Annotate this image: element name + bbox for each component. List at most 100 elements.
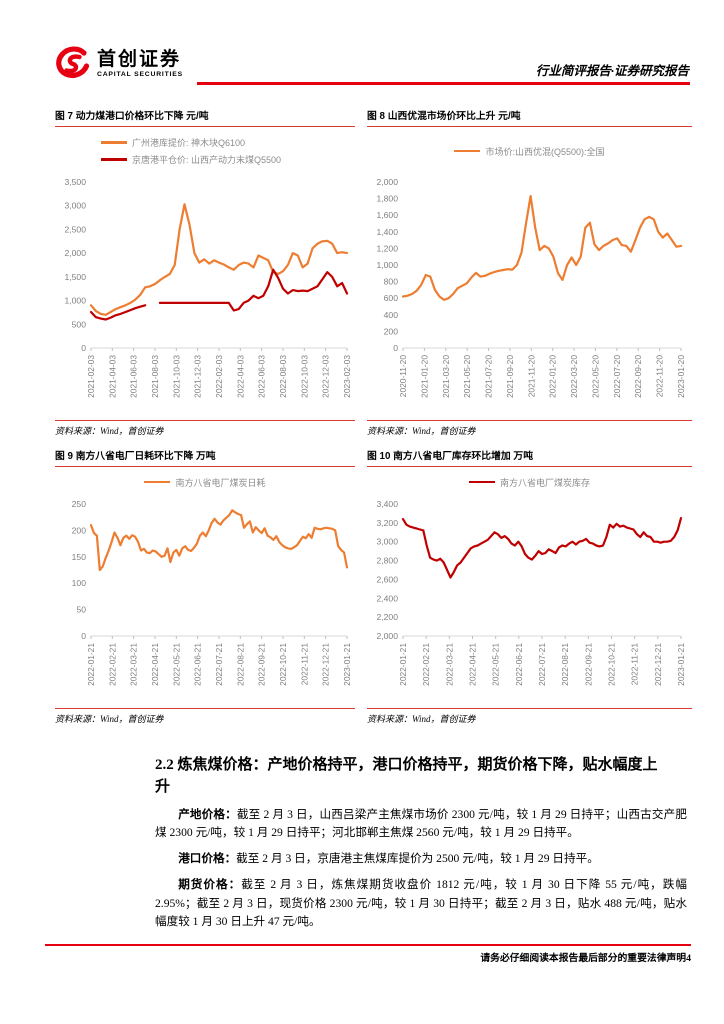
x-axis-tick-label: 2023-01-21 (342, 643, 352, 686)
x-axis-tick-label: 2022-11-21 (630, 643, 640, 686)
figure-7: 图 7 动力煤港口价格环比下降 元/吨 广州港库提价: 神木块Q6100 京唐港平… (55, 108, 355, 437)
legend-line-swatch (144, 480, 171, 484)
paragraph-lead: 港口价格： (178, 852, 237, 866)
legend-label: 广州港库提价: 神木块Q6100 (132, 138, 246, 148)
x-axis-tick-label: 2021-04-03 (107, 355, 117, 398)
y-axis-tick-label: 2,000 (64, 248, 86, 258)
logo-swoosh-icon (56, 46, 90, 79)
paragraph-port-price: 港口价格：截至 2 月 3 日，京唐港主焦煤库提价为 2500 元/吨，较 1 … (155, 850, 687, 869)
x-axis-tick-label: 2021-07-20 (484, 355, 494, 398)
paragraph-lead: 产地价格： (178, 807, 237, 821)
data-series-line (89, 268, 349, 321)
x-axis-tick-label: 2022-05-20 (590, 355, 600, 398)
legend-item: 南方八省电厂煤炭库存 (468, 476, 590, 489)
legend-line-swatch (101, 141, 127, 144)
y-axis-tick-label: 1,200 (376, 243, 398, 253)
data-series-line (401, 195, 683, 301)
page-header: 首创证券 CAPITAL SECURITIES 行业简评报告·证券研究报告 (55, 44, 690, 90)
figure-9-chart: 0 50 100 150 200 250 2022-01-21 2022-02-21 2022-… (72, 499, 352, 686)
x-axis-tick-label: 2021-05-20 (462, 355, 472, 398)
figure-8-title: 图 8 山西优混市场价环比上升 元/吨 (367, 111, 521, 122)
y-axis-tick-label: 3,200 (376, 518, 398, 528)
data-series-line (89, 509, 349, 572)
x-axis-tick-label: 2022-12-21 (321, 643, 331, 686)
figure-10-source: 资料来源：Wind，首创证券 (367, 714, 476, 724)
figure-10-legend: 南方八省电厂煤炭库存 (367, 467, 692, 497)
data-series-line (401, 517, 683, 579)
x-axis-tick-label: 2022-04-21 (468, 643, 478, 686)
section-heading: 2.2 炼焦煤价格：产地价格持平，港口价格持平，期货价格下降，贴水幅度上升 (155, 757, 658, 795)
x-axis-tick-label: 2022-10-03 (299, 355, 309, 398)
figure-9: 图 9 南方八省电厂日耗环比下降 万吨 南方八省电厂煤炭日耗 0 50 100 150… (55, 448, 355, 725)
logo-text: 首创证券 CAPITAL SECURITIES (97, 50, 183, 78)
legend-label: 京唐港平仓价: 山西产动力末煤Q5500 (132, 155, 282, 165)
x-axis-tick-label: 2022-06-03 (257, 355, 267, 398)
x-axis-tick-label: 2021-11-20 (526, 355, 536, 398)
x-axis-tick-label: 2021-10-03 (171, 355, 181, 398)
x-axis-tick-label: 2021-09-20 (505, 355, 515, 398)
x-axis-tick-label: 2023-01-21 (676, 643, 686, 686)
x-axis-tick-label: 2022-02-21 (421, 643, 431, 686)
x-axis-tick-label: 2022-07-21 (214, 643, 224, 686)
y-axis-tick-label: 0 (393, 343, 398, 353)
x-axis-tick-label: 2022-06-21 (193, 643, 203, 686)
y-axis-tick-label: 600 (384, 293, 399, 303)
y-axis-tick-label: 1,000 (376, 260, 398, 270)
x-axis-tick-label: 2022-07-21 (537, 643, 547, 686)
x-axis-tick-label: 2022-12-03 (321, 355, 331, 398)
x-axis-tick-label: 2022-09-21 (583, 643, 593, 686)
y-axis-tick-label: 250 (72, 499, 87, 509)
figure-source-separator (55, 420, 355, 421)
y-axis-tick-label: 2,000 (376, 177, 398, 187)
figure-title-separator (55, 466, 355, 467)
figure-7-legend: 广州港库提价: 神木块Q6100 京唐港平仓价: 山西产动力末煤Q5500 (55, 127, 355, 175)
figure-source-separator (55, 708, 355, 709)
disclaimer-text: 请务必仔细阅读本报告最后部分的重要法律声明4 (45, 950, 691, 964)
company-logo: 首创证券 CAPITAL SECURITIES (55, 46, 183, 82)
page-number: 4 (686, 953, 691, 964)
x-axis-tick-label: 2022-01-21 (86, 643, 96, 686)
y-axis-tick-label: 800 (384, 277, 399, 287)
legend-label: 南方八省电厂煤炭库存 (499, 477, 590, 488)
x-axis-tick-label: 2022-09-21 (257, 643, 267, 686)
y-axis-tick-label: 200 (72, 525, 87, 535)
y-axis-tick-label: 3,400 (376, 499, 398, 509)
header-rule (197, 82, 690, 85)
legend-item: 市场价:山西优混(Q5500):全国 (454, 145, 605, 158)
figure-8: 图 8 山西优混市场价环比上升 元/吨 市场价:山西优混(Q5500):全国 0… (367, 108, 692, 437)
x-axis-tick-label: 2022-08-21 (560, 643, 570, 686)
paragraph-origin-price: 产地价格：截至 2 月 3 日，山西吕梁产主焦煤市场价 2300 元/吨，较 1… (155, 806, 687, 844)
data-series-line (89, 203, 349, 316)
logo-name-cn: 首创证券 (97, 49, 182, 70)
y-axis-tick-label: 1,000 (64, 296, 86, 306)
y-axis-tick-label: 3,000 (64, 201, 86, 211)
figure-title-separator (55, 126, 355, 127)
x-axis-tick-label: 2022-03-21 (444, 643, 454, 686)
figure-8-legend: 市场价:山西优混(Q5500):全国 (367, 127, 692, 175)
figure-7-title: 图 7 动力煤港口价格环比下降 元/吨 (55, 111, 209, 122)
x-axis-tick-label: 2022-08-21 (235, 643, 245, 686)
x-axis-tick-label: 2021-01-20 (419, 355, 429, 398)
x-axis-tick-label: 2022-04-03 (235, 355, 245, 398)
y-axis-tick-label: 150 (72, 552, 87, 562)
y-axis-tick-label: 3,500 (64, 177, 86, 187)
x-axis-tick-label: 2022-10-21 (607, 643, 617, 686)
figure-7-chart: 0 500 1,000 1,500 2,000 2,500 3,000 3,500 2021-0… (64, 177, 352, 398)
y-axis-tick-label: 2,800 (376, 556, 398, 566)
x-axis-tick-label: 2023-02-03 (342, 355, 352, 398)
legend-label: 南方八省电厂煤炭日耗 (175, 477, 266, 488)
disclaimer-label: 请务必仔细阅读本报告最后部分的重要法律声明 (480, 953, 687, 964)
paragraph-futures-price: 期货价格：截至 2 月 3 日，炼焦煤期货收盘价 1812 元/吨，较 1 月 … (155, 876, 687, 932)
x-axis-tick-label: 2022-06-21 (514, 643, 524, 686)
legend-line-swatch (101, 158, 127, 161)
figure-9-legend: 南方八省电厂煤炭日耗 (55, 467, 355, 497)
figure-10-chart: 2,000 2,200 2,400 2,600 2,800 3,000 3,200 3,400… (376, 499, 686, 686)
figure-9-title: 图 9 南方八省电厂日耗环比下降 万吨 (55, 451, 216, 462)
figure-10: 图 10 南方八省电厂库存环比增加 万吨 南方八省电厂煤炭库存 2,000 2,2… (367, 448, 692, 725)
figure-7-source: 资料来源：Wind，首创证券 (55, 426, 164, 436)
legend-item: 南方八省电厂煤炭日耗 (144, 476, 266, 489)
y-axis-tick-label: 200 (384, 326, 399, 336)
y-axis-tick-label: 400 (384, 310, 399, 320)
x-axis-tick-label: 2021-08-03 (150, 355, 160, 398)
y-axis-tick-label: 2,200 (376, 612, 398, 622)
